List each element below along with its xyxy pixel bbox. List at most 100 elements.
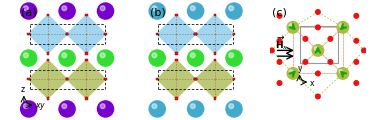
Circle shape — [21, 50, 37, 66]
Text: $xy$: $xy$ — [35, 101, 46, 112]
Bar — [175, 97, 178, 100]
Circle shape — [100, 104, 105, 109]
Circle shape — [98, 101, 113, 117]
Circle shape — [229, 53, 234, 58]
Bar — [66, 33, 68, 35]
Circle shape — [287, 68, 299, 79]
Polygon shape — [66, 14, 107, 54]
Circle shape — [314, 47, 318, 50]
Bar — [85, 97, 88, 100]
Circle shape — [270, 48, 274, 53]
Circle shape — [328, 60, 333, 64]
Bar — [175, 14, 178, 16]
Circle shape — [23, 104, 28, 109]
Circle shape — [229, 6, 234, 11]
Bar — [28, 78, 30, 80]
Bar — [175, 59, 178, 61]
Circle shape — [229, 104, 234, 109]
Text: $\overrightarrow{\mathbf{H}}_x$: $\overrightarrow{\mathbf{H}}_x$ — [275, 34, 288, 52]
Circle shape — [339, 24, 342, 27]
Bar — [85, 59, 88, 61]
Bar — [194, 33, 197, 35]
Circle shape — [191, 104, 195, 109]
Polygon shape — [66, 59, 107, 99]
Circle shape — [98, 3, 113, 19]
Circle shape — [152, 6, 157, 11]
Circle shape — [100, 53, 105, 58]
Circle shape — [21, 101, 37, 117]
Polygon shape — [195, 14, 235, 54]
Circle shape — [23, 52, 35, 64]
Circle shape — [187, 3, 204, 19]
Bar — [175, 52, 178, 54]
Circle shape — [228, 52, 240, 64]
Text: y: y — [297, 64, 302, 73]
Bar — [104, 33, 107, 35]
Circle shape — [100, 6, 105, 11]
Circle shape — [226, 3, 242, 19]
Circle shape — [362, 48, 366, 53]
Bar — [46, 97, 49, 100]
Bar — [156, 33, 158, 35]
Bar — [194, 33, 197, 35]
Circle shape — [312, 45, 324, 56]
Circle shape — [226, 50, 242, 66]
Bar — [46, 52, 49, 54]
Circle shape — [277, 39, 282, 43]
Circle shape — [316, 71, 320, 76]
Circle shape — [339, 70, 342, 73]
Circle shape — [316, 25, 320, 30]
Bar — [233, 33, 235, 35]
Bar — [300, 26, 338, 63]
Circle shape — [277, 14, 282, 18]
Circle shape — [149, 101, 165, 117]
Circle shape — [230, 54, 234, 58]
Circle shape — [354, 39, 359, 43]
Text: x: x — [310, 78, 315, 87]
Bar — [66, 78, 68, 80]
Bar — [28, 33, 30, 35]
Circle shape — [303, 60, 308, 64]
Circle shape — [59, 50, 75, 66]
Bar — [214, 14, 216, 16]
Bar — [66, 78, 68, 80]
Circle shape — [62, 104, 67, 109]
Circle shape — [151, 52, 163, 64]
Circle shape — [226, 101, 242, 117]
Circle shape — [277, 60, 282, 64]
Bar — [104, 78, 107, 80]
Polygon shape — [156, 14, 197, 54]
Circle shape — [59, 3, 75, 19]
Bar — [156, 78, 158, 80]
Circle shape — [191, 53, 195, 58]
Circle shape — [354, 81, 359, 85]
Circle shape — [303, 37, 308, 41]
Text: (b): (b) — [150, 7, 165, 17]
Bar — [46, 14, 49, 16]
Circle shape — [289, 24, 293, 27]
Circle shape — [62, 53, 67, 58]
Bar — [85, 52, 88, 54]
Circle shape — [149, 3, 165, 19]
Bar — [194, 78, 197, 80]
Circle shape — [99, 52, 112, 64]
Circle shape — [337, 68, 349, 79]
Circle shape — [354, 14, 359, 18]
Text: z: z — [21, 85, 25, 94]
Circle shape — [152, 104, 157, 109]
Bar — [194, 33, 197, 35]
Bar — [214, 59, 216, 61]
Bar — [66, 33, 68, 35]
Circle shape — [152, 53, 157, 58]
Bar — [214, 97, 216, 100]
Circle shape — [277, 81, 282, 85]
Circle shape — [289, 70, 293, 73]
Circle shape — [316, 10, 320, 14]
Circle shape — [153, 54, 157, 58]
Bar — [233, 78, 235, 80]
Circle shape — [23, 53, 28, 58]
Circle shape — [187, 101, 204, 117]
Polygon shape — [28, 59, 68, 99]
Circle shape — [102, 54, 105, 58]
Circle shape — [21, 3, 37, 19]
